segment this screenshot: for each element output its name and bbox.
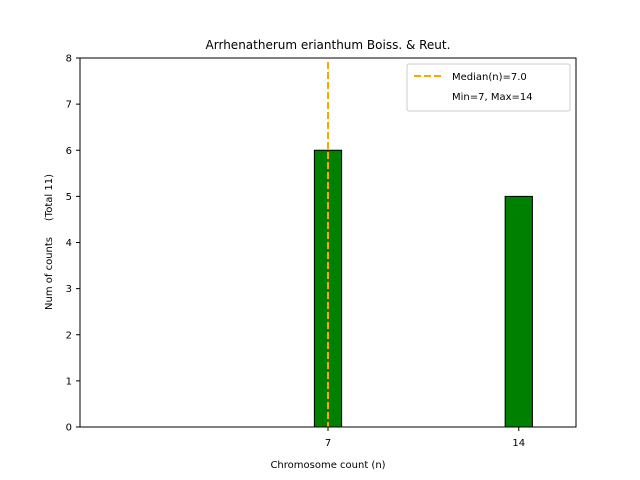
y-axis-label-total: (Total 11) [44,174,55,221]
legend: Median(n)=7.0 Min=7, Max=14 [406,63,571,112]
y-axis-label-main: Num of counts [44,237,55,310]
x-axis-label: Chromosome count (n) [270,460,385,471]
bar-14 [504,195,533,428]
legend-box [406,63,571,112]
x-tick-label-7: 7 [325,438,331,449]
y-axis-label-group: Num of counts (Total 11) [44,174,55,310]
bars-layer [313,149,533,428]
y-tick-label-1: 1 [66,376,72,387]
y-axis-ticks: 0 1 2 3 4 5 6 7 8 [66,54,80,434]
y-tick-label-2: 2 [66,330,72,341]
y-tick-label-4: 4 [66,238,72,249]
y-tick-label-0: 0 [66,423,72,434]
x-tick-label-14: 14 [512,438,525,449]
y-axis-label-spacer [44,221,55,237]
y-tick-label-6: 6 [66,146,72,157]
y-tick-label-7: 7 [66,100,72,111]
y-tick-label-5: 5 [66,192,72,203]
legend-minmax-label: Min=7, Max=14 [452,92,533,103]
legend-median-label: Median(n)=7.0 [452,72,527,83]
chart-title: Arrhenatherum erianthum Boiss. & Reut. [206,38,451,52]
y-tick-label-3: 3 [66,284,72,295]
y-tick-label-8: 8 [66,54,72,65]
x-axis-ticks: 7 14 [325,427,525,449]
y-axis-label: Num of counts (Total 11) [44,174,55,310]
